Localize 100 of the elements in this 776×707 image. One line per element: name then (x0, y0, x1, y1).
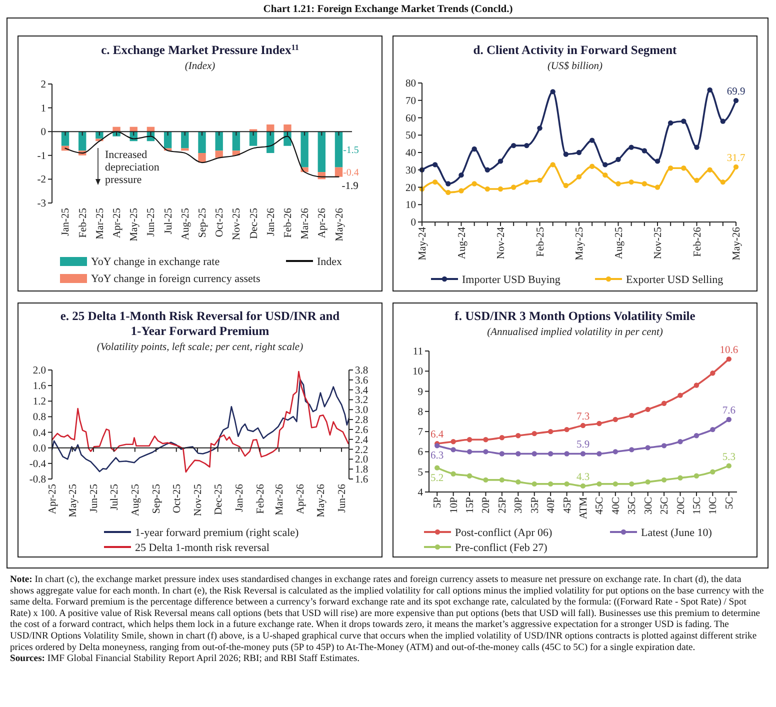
data-label: 31.7 (726, 152, 746, 164)
point (642, 181, 648, 186)
x-tick-label: 20P (481, 496, 492, 514)
y2-tick-label: 2.0 (355, 454, 368, 466)
point (642, 148, 648, 154)
point (628, 144, 634, 150)
bar (284, 124, 292, 132)
point (499, 477, 505, 483)
source-note: Sources: IMF Global Financial Stability Report April 2026; RBI; and RBI Staff Estimates. (10, 653, 360, 664)
x-tick-label: Oct-25 (214, 208, 226, 238)
y-tick-label: 1.6 (32, 381, 46, 392)
y-tick-label: 60 (406, 113, 416, 124)
x-tick-label: Feb-26 (255, 484, 266, 514)
y-tick-label: 11 (412, 346, 423, 358)
data-label: 5.2 (430, 472, 444, 484)
point (432, 179, 438, 185)
x-tick-label: Sep-25 (151, 484, 162, 514)
point (510, 184, 516, 190)
point (516, 451, 521, 456)
y-tick-label: -3 (37, 198, 46, 210)
point (694, 144, 700, 150)
data-label: 6.4 (430, 430, 444, 441)
data-label: 5.3 (722, 452, 736, 463)
point (466, 449, 472, 454)
point (458, 188, 464, 194)
y-tick-label: 0 (410, 218, 416, 228)
point (466, 473, 472, 478)
point (602, 162, 608, 168)
x-tick-label: Apr-25 (48, 484, 58, 514)
bar (334, 167, 343, 177)
x-tick-label: 35C (627, 497, 638, 515)
chart-title: c. Exchange Market Pressure Index$^{11}$ (101, 42, 299, 57)
x-tick-label: 20C (676, 497, 687, 515)
point (550, 89, 556, 94)
point (726, 463, 732, 468)
x-tick-label: 45C (594, 497, 606, 515)
y2-tick-label: 2.4 (355, 434, 369, 446)
bar (61, 132, 70, 146)
bar (181, 132, 189, 148)
point (548, 451, 554, 456)
legend-label: Exporter USD Selling (626, 274, 724, 286)
x-tick-label: Feb-25 (78, 208, 89, 238)
point (466, 437, 472, 442)
point (483, 437, 488, 442)
point (576, 174, 582, 180)
point (450, 439, 456, 444)
y-tick-label: -0.8 (29, 474, 46, 486)
y2-tick-label: 3.6 (355, 375, 368, 386)
chart-subtitle: (Annualised implied volatility in per cent) (487, 327, 664, 338)
point (589, 138, 595, 143)
text: Note: In chart (c), the exchange market pressure index uses standardised changes in exchange rates and foreign currency assets to measure net pressure on exchange rate. In chart (d), the data shows aggregate value for each month. In chart (e), the Risk Reversal is calculated as the implied volatility for call options minus the implied volatility for put options on the base currency with the same delta. Forward premium is the percentage difference between a currency’s forward exchange rate and its spot exchange rate, calculated by the formula: ((Forward Rate - Spot Rate) / Spot Rate) x 100. A positive value of Risk Reversal means call options (bets that USD will rise) are more expensive than put options (bets that USD will fall). Businesses use this premium to determine the cost of a forward contract, which helps them lock in a future exchange rate. When it drops towards zero, it means the market’s aggressive expectation for a stronger USD is fading. The USD/INR Options Volatility Smile, shown in chart (f) above, is a U-shaped graphical curve that occurs when the implied volatility of USD/INR options contracts is plotted against different strike prices ordered by Delta moneyness, ranging from out-of-the-money puts (5P to 45P) to At-The-Money (ATM) and out-of-the-money calls (45C to 5C) for a single expiration date. (10, 574, 764, 653)
x-tick-label: Jul-25 (109, 484, 120, 510)
x-tick-label: Jan-25 (60, 208, 72, 236)
point (707, 167, 712, 172)
y-tick-label: 0 (40, 127, 46, 138)
legend-label: Latest (June 10) (641, 527, 712, 539)
point (645, 445, 650, 450)
x-tick-label: Dec-25 (213, 484, 224, 515)
point (498, 186, 504, 192)
point (537, 126, 542, 131)
bar (318, 132, 326, 172)
point (602, 172, 608, 178)
point (612, 481, 618, 487)
x-tick-label: May-24 (418, 226, 428, 260)
x-tick-label: Apr-25 (112, 208, 124, 238)
x-tick-label: Apr-26 (317, 208, 328, 238)
y-tick-label: 7 (418, 427, 423, 438)
x-tick-label: Dec-25 (248, 208, 260, 239)
x-tick-label: May-25 (129, 208, 140, 242)
point (596, 451, 602, 456)
point (733, 98, 739, 104)
point (720, 179, 726, 185)
y-tick-label: 5 (418, 467, 423, 478)
point (532, 430, 537, 436)
data-label: 10.6 (720, 345, 738, 356)
x-tick-label: ATM (578, 496, 590, 520)
point (661, 443, 667, 448)
chart-title: e. 25 Delta 1-Month Risk Reversal for USD/INR and 1-Year Forward Premium (60, 309, 340, 338)
point (678, 439, 683, 444)
point (733, 164, 739, 170)
point (580, 451, 586, 456)
point (668, 166, 674, 171)
point (563, 182, 569, 188)
x-tick-label: 5C (724, 497, 736, 510)
point (483, 449, 488, 454)
point (472, 181, 477, 186)
data-label: -0.4 (343, 168, 359, 179)
point (499, 451, 505, 456)
y-tick-label: 50 (406, 130, 416, 142)
x-tick-label: 40P (546, 496, 558, 514)
x-tick-label: Aug-24 (456, 226, 468, 260)
point (661, 400, 667, 406)
point (681, 118, 686, 124)
point (678, 475, 683, 480)
x-tick-label: 30P (514, 496, 525, 514)
y2-tick-label: 1.6 (355, 474, 368, 486)
bar (215, 150, 223, 158)
y-tick-label: 0.8 (32, 412, 46, 424)
x-tick-label: Nov-24 (496, 226, 507, 260)
data-label: 5.9 (576, 440, 590, 451)
